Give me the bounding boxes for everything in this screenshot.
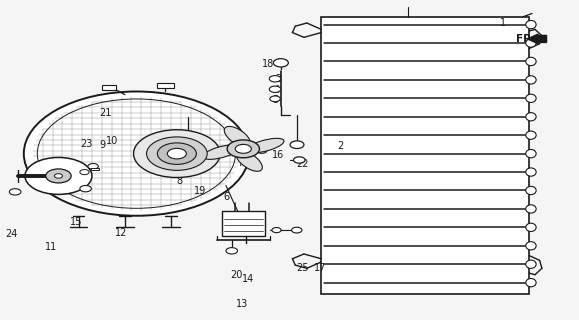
Ellipse shape	[526, 94, 536, 102]
Text: 13: 13	[236, 299, 248, 309]
Text: 11: 11	[45, 242, 58, 252]
Circle shape	[25, 157, 92, 195]
Circle shape	[256, 148, 267, 153]
Text: 1: 1	[500, 18, 506, 28]
Text: 19: 19	[194, 186, 206, 196]
Text: 4: 4	[274, 85, 280, 95]
Circle shape	[294, 157, 305, 163]
Circle shape	[9, 189, 21, 195]
Ellipse shape	[526, 186, 536, 195]
Circle shape	[54, 174, 63, 178]
Bar	[157, 83, 174, 88]
Circle shape	[291, 227, 302, 233]
Text: 10: 10	[105, 136, 118, 146]
Text: 16: 16	[272, 150, 284, 160]
Bar	[222, 211, 265, 236]
Circle shape	[227, 140, 259, 158]
Ellipse shape	[526, 223, 536, 231]
Ellipse shape	[526, 113, 536, 121]
Circle shape	[270, 96, 280, 102]
Text: 14: 14	[242, 274, 254, 284]
Bar	[102, 85, 116, 90]
Circle shape	[290, 141, 304, 148]
Text: 5: 5	[273, 95, 278, 105]
Text: 7: 7	[237, 158, 244, 168]
Ellipse shape	[526, 168, 536, 176]
Circle shape	[88, 164, 98, 169]
Ellipse shape	[526, 205, 536, 213]
Text: 25: 25	[296, 263, 309, 273]
Text: 9: 9	[100, 140, 106, 150]
Circle shape	[24, 92, 249, 216]
Circle shape	[235, 144, 251, 153]
Ellipse shape	[203, 145, 240, 159]
Ellipse shape	[526, 278, 536, 287]
Circle shape	[167, 148, 186, 159]
Ellipse shape	[526, 260, 536, 268]
Text: FR.: FR.	[516, 34, 535, 44]
Ellipse shape	[526, 149, 536, 158]
Circle shape	[46, 169, 71, 183]
Ellipse shape	[224, 126, 251, 147]
Text: 23: 23	[80, 139, 93, 149]
Text: 2: 2	[337, 141, 343, 151]
Text: 22: 22	[296, 159, 309, 169]
Ellipse shape	[526, 39, 536, 47]
Ellipse shape	[526, 76, 536, 84]
Circle shape	[269, 86, 281, 92]
Circle shape	[226, 248, 237, 254]
Text: 12: 12	[115, 228, 127, 238]
Ellipse shape	[526, 57, 536, 66]
Text: 24: 24	[5, 229, 17, 239]
Text: 17: 17	[314, 263, 327, 273]
Circle shape	[146, 137, 207, 170]
FancyArrow shape	[527, 34, 547, 44]
Circle shape	[269, 76, 281, 82]
Circle shape	[80, 170, 89, 175]
Text: 20: 20	[230, 270, 243, 280]
Circle shape	[273, 59, 288, 67]
Text: 6: 6	[223, 192, 229, 202]
Text: 21: 21	[100, 108, 112, 118]
Ellipse shape	[236, 151, 262, 171]
Text: 18: 18	[262, 60, 274, 69]
Circle shape	[134, 130, 220, 178]
Bar	[91, 168, 100, 170]
Circle shape	[157, 143, 196, 164]
Circle shape	[272, 228, 281, 233]
Circle shape	[80, 186, 91, 192]
Bar	[321, 17, 529, 294]
Ellipse shape	[526, 242, 536, 250]
Ellipse shape	[247, 138, 284, 153]
Text: 3: 3	[275, 74, 281, 84]
Text: 15: 15	[69, 217, 82, 227]
Ellipse shape	[526, 131, 536, 139]
Ellipse shape	[526, 20, 536, 29]
Text: 8: 8	[177, 176, 183, 186]
